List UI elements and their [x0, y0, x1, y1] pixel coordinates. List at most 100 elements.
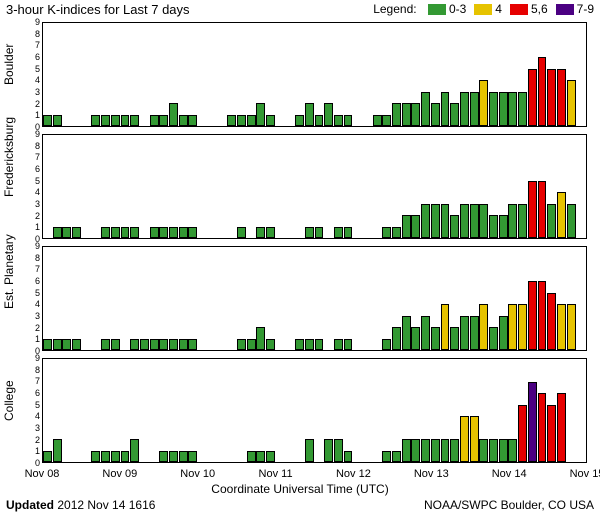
bar	[499, 92, 508, 126]
bar	[237, 339, 246, 350]
bar	[159, 227, 168, 238]
bar	[344, 339, 353, 350]
bar	[411, 103, 420, 126]
bar	[382, 451, 391, 462]
bar	[247, 451, 256, 462]
bar	[169, 451, 178, 462]
bar	[334, 339, 343, 350]
bar	[256, 451, 265, 462]
bar	[150, 115, 159, 126]
x-axis-label: Coordinate Universal Time (UTC)	[211, 482, 388, 496]
bar	[72, 339, 81, 350]
bar	[489, 92, 498, 126]
y-tick: 1	[24, 110, 40, 120]
bar	[256, 227, 265, 238]
bar	[91, 115, 100, 126]
y-tick: 3	[24, 199, 40, 209]
bar	[411, 327, 420, 350]
bar	[179, 227, 188, 238]
y-tick: 8	[24, 29, 40, 39]
bar	[266, 451, 275, 462]
y-tick: 1	[24, 446, 40, 456]
x-tick: Nov 12	[336, 468, 371, 480]
bar	[237, 227, 246, 238]
bar	[392, 327, 401, 350]
y-tick: 1	[24, 222, 40, 232]
y-tick: 2	[24, 435, 40, 445]
bar	[402, 103, 411, 126]
bar	[266, 227, 275, 238]
bar	[557, 192, 566, 238]
bar	[43, 451, 52, 462]
bar	[538, 281, 547, 350]
y-tick: 2	[24, 323, 40, 333]
plot-area	[42, 22, 587, 127]
bar	[557, 69, 566, 126]
legend-label: Legend:	[373, 2, 416, 16]
x-tick: Nov 15	[570, 468, 600, 480]
bar	[43, 339, 52, 350]
legend-text: 4	[495, 2, 502, 16]
bar	[344, 451, 353, 462]
y-tick: 3	[24, 311, 40, 321]
y-tick: 7	[24, 264, 40, 274]
bar	[334, 439, 343, 462]
bar	[111, 451, 120, 462]
bar	[470, 316, 479, 350]
bar	[557, 393, 566, 462]
bar	[111, 115, 120, 126]
panel-label: Fredericksburg	[2, 179, 16, 197]
bar	[499, 215, 508, 238]
legend-swatch	[428, 4, 446, 15]
y-tick: 5	[24, 400, 40, 410]
chart-panel: Fredericksburg0123456789	[0, 132, 600, 244]
bar	[179, 115, 188, 126]
bar	[489, 215, 498, 238]
bar	[441, 439, 450, 462]
bar	[150, 227, 159, 238]
bar	[53, 439, 62, 462]
y-axis-ticks: 0123456789	[24, 246, 40, 351]
bar	[470, 92, 479, 126]
bar	[295, 339, 304, 350]
chart-panel: Boulder0123456789	[0, 20, 600, 132]
y-tick: 9	[24, 129, 40, 139]
x-tick: Nov 09	[102, 468, 137, 480]
bar	[237, 115, 246, 126]
bar	[169, 227, 178, 238]
bar	[567, 204, 576, 238]
y-tick: 4	[24, 299, 40, 309]
bar	[130, 339, 139, 350]
y-tick: 8	[24, 141, 40, 151]
bar	[159, 115, 168, 126]
y-tick: 2	[24, 99, 40, 109]
bar	[101, 451, 110, 462]
bar	[470, 416, 479, 462]
bar	[528, 69, 537, 126]
y-tick: 6	[24, 388, 40, 398]
panel-label: College	[2, 403, 16, 421]
y-axis-ticks: 0123456789	[24, 134, 40, 239]
bar	[431, 103, 440, 126]
bar	[508, 204, 517, 238]
bar	[344, 115, 353, 126]
bar	[479, 439, 488, 462]
y-tick: 5	[24, 176, 40, 186]
bar	[460, 92, 469, 126]
bar	[169, 339, 178, 350]
bar	[334, 115, 343, 126]
y-tick: 2	[24, 211, 40, 221]
bar	[305, 339, 314, 350]
bar	[344, 227, 353, 238]
bar	[53, 339, 62, 350]
legend-text: 0-3	[449, 2, 466, 16]
bar	[188, 451, 197, 462]
bar	[392, 103, 401, 126]
bar	[411, 439, 420, 462]
bar	[518, 405, 527, 462]
bar	[256, 327, 265, 350]
y-tick: 5	[24, 288, 40, 298]
bar	[450, 103, 459, 126]
bar	[479, 204, 488, 238]
bar	[518, 304, 527, 350]
